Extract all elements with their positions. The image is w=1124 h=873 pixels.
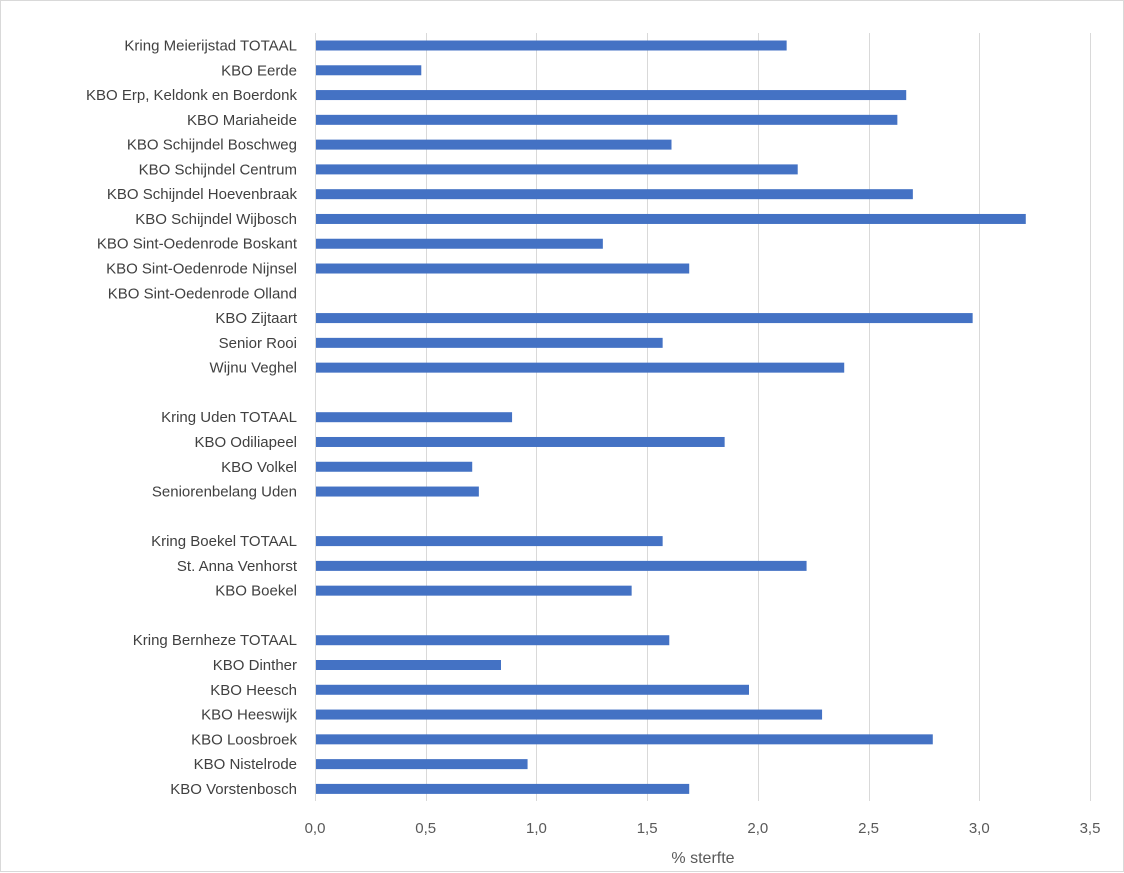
category-label: KBO Zijtaart (215, 310, 298, 327)
bar (316, 560, 807, 571)
category-label: Senior Rooi (219, 335, 297, 352)
category-label: KBO Vorstenbosch (170, 781, 297, 798)
category-label: Kring Uden TOTAAL (161, 409, 297, 426)
category-label: KBO Dinther (213, 657, 297, 674)
category-label: KBO Schijndel Boschweg (127, 137, 297, 154)
bar (316, 90, 907, 101)
x-axis-title: % sterfte (671, 850, 734, 867)
bar (316, 65, 422, 76)
category-labels: Kring Meierijstad TOTAAL KBO Eerde KBO Erp… (86, 38, 298, 798)
bar (316, 114, 898, 125)
bar (316, 263, 690, 274)
x-tick-label: 3,0 (969, 820, 990, 837)
bar (316, 734, 933, 745)
bar (316, 313, 973, 324)
category-label: KBO Sint-Oedenrode Olland (108, 285, 297, 302)
category-label: KBO Schijndel Hoevenbraak (107, 186, 298, 203)
bar (316, 412, 513, 423)
category-label: Seniorenbelang Uden (152, 484, 297, 501)
bar (316, 238, 603, 249)
category-label: KBO Heeswijk (201, 707, 297, 724)
category-label: St. Anna Venhorst (177, 558, 298, 575)
bar (316, 337, 663, 348)
category-label: KBO Heesch (210, 682, 297, 699)
category-label: Wijnu Veghel (209, 360, 297, 377)
x-tick-label: 2,5 (858, 820, 879, 837)
bar (316, 585, 632, 596)
category-label: Kring Bernheze TOTAAL (133, 632, 297, 649)
bar (316, 684, 749, 695)
bar (316, 660, 501, 670)
category-label: KBO Odiliapeel (194, 434, 297, 451)
bars (316, 40, 1026, 794)
x-tick-labels: 0,0 0,5 1,0 1,5 2,0 2,5 3,0 3,5 (305, 820, 1101, 837)
category-label: KBO Nistelrode (194, 756, 297, 773)
bar (316, 139, 672, 150)
category-label: KBO Volkel (221, 459, 297, 476)
category-label: KBO Boekel (215, 583, 297, 600)
x-tick-label: 2,0 (747, 820, 768, 837)
bar (316, 213, 1026, 224)
bar (316, 40, 787, 51)
category-label: KBO Sint-Oedenrode Nijnsel (106, 261, 297, 278)
bar (316, 635, 670, 646)
x-tick-label: 1,0 (526, 820, 547, 837)
category-label: KBO Erp, Keldonk en Boerdonk (86, 87, 297, 104)
bar (316, 461, 473, 472)
bar (316, 783, 690, 794)
category-label: KBO Mariaheide (187, 112, 297, 129)
category-label: KBO Schijndel Centrum (139, 161, 297, 178)
bar (316, 486, 479, 497)
gridlines (315, 33, 1091, 801)
bar (316, 164, 798, 175)
bar (316, 709, 823, 720)
category-label: KBO Schijndel Wijbosch (135, 211, 297, 228)
category-label: Kring Boekel TOTAAL (151, 533, 297, 550)
bar (316, 759, 528, 770)
category-label: KBO Sint-Oedenrode Boskant (97, 236, 298, 253)
bar (316, 362, 845, 373)
category-label: KBO Eerde (221, 62, 297, 79)
category-label: Kring Meierijstad TOTAAL (124, 38, 297, 55)
category-label: KBO Loosbroek (191, 731, 297, 748)
x-tick-label: 3,5 (1080, 820, 1101, 837)
bar (316, 536, 663, 547)
x-tick-label: 0,5 (415, 820, 436, 837)
x-tick-label: 1,5 (637, 820, 658, 837)
bar (316, 436, 725, 447)
x-tick-label: 0,0 (305, 820, 326, 837)
bar (316, 189, 913, 200)
